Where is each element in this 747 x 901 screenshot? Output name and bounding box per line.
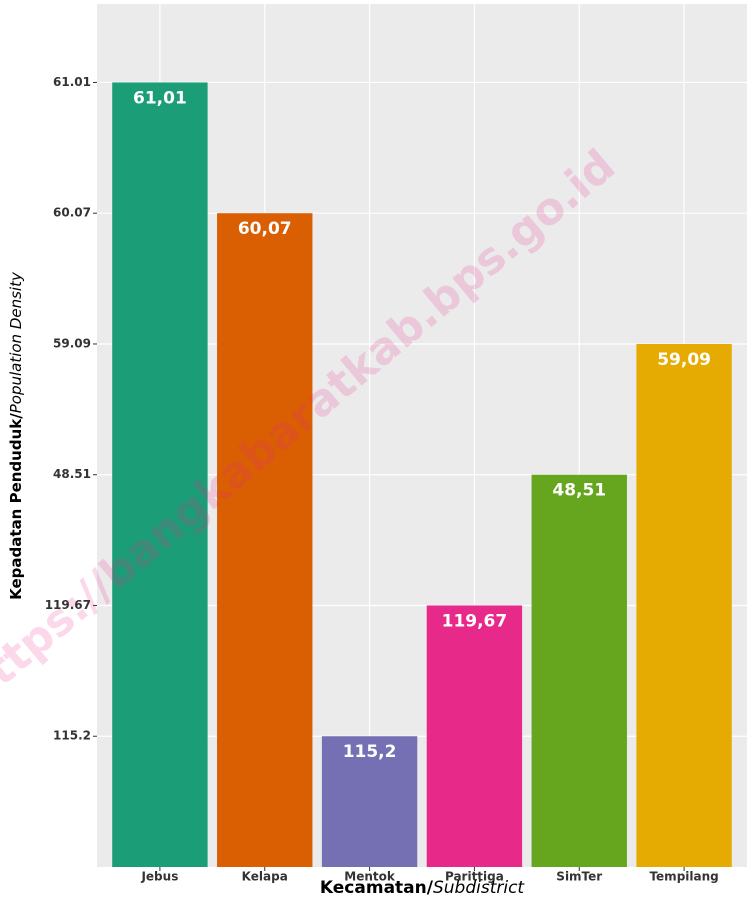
y-tick-label: 59.09 <box>53 336 91 350</box>
bar <box>426 605 523 867</box>
bar <box>112 82 208 868</box>
value-label: 115,2 <box>343 742 397 762</box>
x-tick-label: Jebus <box>140 870 178 884</box>
x-axis-label: Kecamatan/Subdistrict <box>320 878 526 898</box>
y-label-main: Kepadatan Penduduk/ <box>7 413 25 600</box>
bar <box>531 474 627 867</box>
y-tick-label: 115.2 <box>53 729 91 743</box>
y-tick-label: 61.01 <box>53 75 91 89</box>
y-tick-label: 119.67 <box>45 598 91 612</box>
x-tick-label: SimTer <box>556 870 602 884</box>
value-label: 119,67 <box>442 611 508 631</box>
y-label-italic: Population Density <box>7 271 25 413</box>
y-axis-label: Kepadatan Penduduk/Population Density <box>7 271 25 600</box>
bar <box>321 736 418 867</box>
x-tick-label: Mentok <box>344 870 396 884</box>
x-tick-label: Tempilang <box>649 870 718 884</box>
bar <box>217 213 313 867</box>
value-label: 59,09 <box>657 350 711 370</box>
x-label-italic: Subdistrict <box>433 878 525 898</box>
value-label: 61,01 <box>133 88 187 108</box>
value-label: 48,51 <box>552 481 606 501</box>
x-tick-label: Kelapa <box>242 870 288 884</box>
y-tick-label: 60.07 <box>53 206 91 220</box>
bar <box>636 343 732 867</box>
plot: 115.2 119.67 48.51 59.09 60.07 61.01 61,01 Jebu… <box>45 4 747 884</box>
x-tick-label: Parittiga <box>445 870 504 884</box>
y-tick-label: 48.51 <box>53 467 91 481</box>
x-label-main: Kecamatan/ <box>320 878 434 898</box>
value-label: 60,07 <box>238 219 292 239</box>
